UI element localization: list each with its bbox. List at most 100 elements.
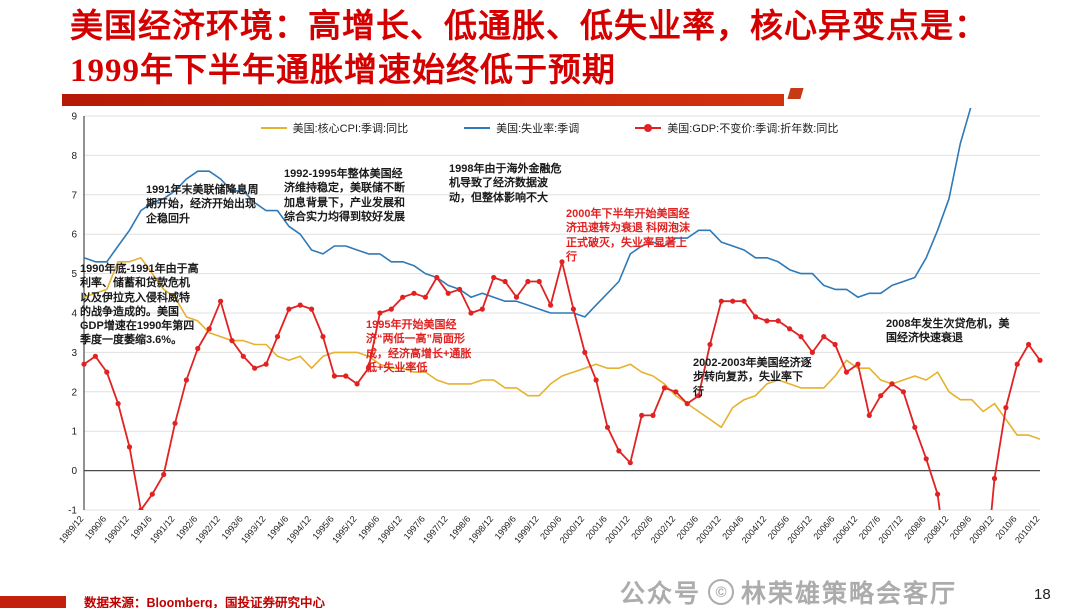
gdp-data-point <box>991 475 998 482</box>
watermark-name: 林荣雄策略会客厅 <box>741 580 958 608</box>
y-axis-label: -1 <box>68 506 77 517</box>
gdp-data-point <box>195 345 201 352</box>
gdp-data-point <box>752 314 759 320</box>
gdp-data-point <box>479 306 485 312</box>
gdp-data-point <box>730 298 736 304</box>
gdp-data-point <box>900 389 907 395</box>
gdp-data-point <box>457 286 463 292</box>
gdp-data-point <box>115 401 121 407</box>
x-axis-label: 1990/12 <box>102 514 131 545</box>
y-axis-label: 5 <box>71 269 77 280</box>
gdp-data-point <box>422 294 428 300</box>
gdp-data-point <box>468 310 474 316</box>
gdp-data-point <box>923 456 929 462</box>
gdp-data-point <box>787 326 793 332</box>
gdp-data-point <box>684 401 690 407</box>
line-chart: -1 0 1 2 3 4 5 6 7 8 9 1989/121990/61990/121991/619… <box>57 108 1043 545</box>
footer-red-block <box>0 596 66 608</box>
gdp-data-point <box>229 338 235 344</box>
gdp-data-point <box>912 424 918 430</box>
gdp-data-point <box>320 334 326 340</box>
series-core-cpi <box>83 257 1041 440</box>
chart-series <box>81 108 1043 510</box>
legend-label: 美国:失业率:季调 <box>496 123 580 135</box>
gdp-data-point <box>707 341 713 348</box>
gdp-data-point <box>639 412 645 418</box>
gdp-data-point <box>377 310 383 316</box>
gdp-data-point <box>582 349 588 355</box>
gdp-data-point <box>126 444 133 450</box>
gdp-data-point <box>878 393 884 399</box>
gdp-data-point <box>252 365 258 371</box>
gdp-data-point <box>570 306 577 312</box>
watermark: 公众号 © 林荣雄策略会客厅 <box>620 574 957 608</box>
gdp-data-point <box>809 349 816 355</box>
gdp-data-point <box>172 420 178 426</box>
gdp-data-point <box>696 393 702 399</box>
gdp-data-point <box>843 369 850 375</box>
legend-line-sample <box>635 123 662 133</box>
page-number: 18 <box>1034 586 1051 603</box>
x-axis-label: 1992/12 <box>194 514 223 545</box>
gdp-data-point <box>161 471 167 478</box>
gdp-data-point <box>718 298 724 304</box>
gdp-data-point <box>388 306 394 312</box>
gdp-data-point <box>240 353 246 359</box>
series-gdp <box>81 259 1043 510</box>
gdp-data-point <box>764 318 770 324</box>
chart-legend: 美国:核心CPI:季调:同比 美国:失业率:季调 美国:GDP:不变价:季调:折年数… <box>52 120 1047 136</box>
legend-item-unemployment: 美国:失业率:季调 <box>464 120 579 136</box>
legend-item-gdp: 美国:GDP:不变价:季调:折年数:同比 <box>635 120 838 136</box>
title-divider-bar <box>62 94 784 106</box>
x-axis-label: 1995/12 <box>330 514 359 545</box>
gdp-data-point <box>604 424 611 430</box>
gdp-data-point <box>206 326 212 332</box>
gdp-data-point <box>1026 341 1032 348</box>
data-source: 数据来源：Bloomberg，国投证券研究中心 <box>84 596 325 608</box>
x-axis-label: 2005/12 <box>785 514 814 545</box>
gdp-data-point <box>798 334 804 340</box>
gdp-data-point <box>411 290 417 296</box>
gdp-data-point <box>513 294 520 300</box>
y-axis-label: 2 <box>71 387 77 398</box>
x-axis-labels: 1989/121990/61990/121991/61991/121992/61… <box>57 514 1042 545</box>
x-axis-label: 2007/12 <box>876 514 905 545</box>
gdp-data-point <box>935 491 941 497</box>
gdp-data-point <box>775 318 781 324</box>
chart-grid: -1 0 1 2 3 4 5 6 7 8 9 <box>68 112 1040 517</box>
x-axis-label: 2009/12 <box>967 514 996 545</box>
gdp-data-point <box>297 302 303 308</box>
legend-line-sample <box>260 123 287 133</box>
gdp-data-point <box>343 373 349 379</box>
legend-label: 美国:核心CPI:季调:同比 <box>292 123 409 135</box>
x-axis-label: 1994/12 <box>285 514 314 545</box>
gdp-data-point <box>855 361 861 367</box>
gdp-data-point <box>263 361 269 367</box>
x-axis-label: 2000/12 <box>558 514 587 545</box>
gdp-data-point <box>593 377 599 383</box>
y-axis-label: 7 <box>71 190 77 201</box>
x-axis-label: 2010/12 <box>1013 514 1042 545</box>
gdp-data-point <box>741 298 747 304</box>
gdp-data-point <box>354 381 360 387</box>
x-axis-label: 1998/12 <box>467 514 496 545</box>
gdp-data-point <box>331 373 337 379</box>
gdp-data-point <box>616 448 622 454</box>
watermark-prefix: 公众号 <box>620 580 702 608</box>
page-title: 美国经济环境：高增长、低通胀、低失业率，核心异变点是： 1999年下半年通胀增速… <box>70 6 1060 93</box>
x-axis-label: 1997/12 <box>421 514 450 545</box>
gdp-data-point <box>889 381 895 387</box>
gdp-data-point <box>548 302 554 308</box>
y-axis-label: 0 <box>71 466 77 477</box>
gdp-data-point <box>92 353 98 359</box>
gdp-data-point <box>286 306 292 312</box>
gdp-data-point <box>1003 405 1009 411</box>
title-divider-tip <box>787 88 804 99</box>
x-axis-label: 2006/12 <box>831 514 860 545</box>
x-axis-label: 2002/12 <box>649 514 678 545</box>
copyright-icon: © <box>708 579 735 605</box>
title-line-1: 美国经济环境：高增长、低通胀、低失业率，核心异变点是： <box>70 9 988 45</box>
gdp-data-point <box>491 274 497 281</box>
gdp-data-point <box>183 377 189 383</box>
